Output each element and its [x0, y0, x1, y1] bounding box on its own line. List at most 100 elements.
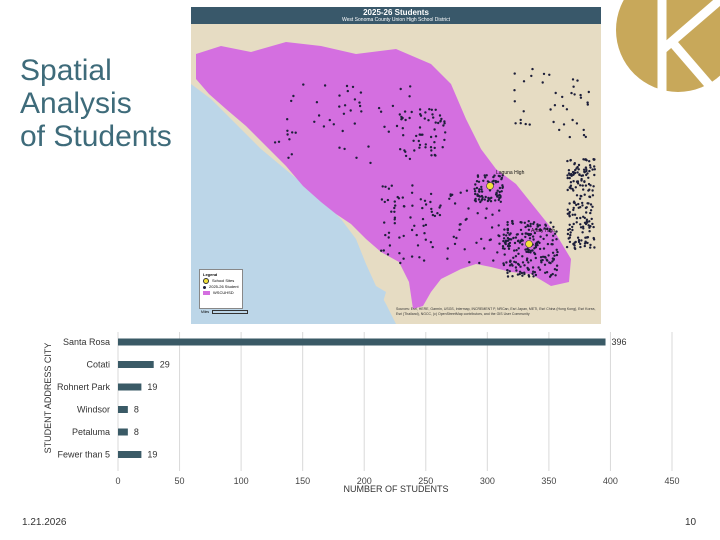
student-dot	[545, 271, 549, 274]
student-dot	[519, 118, 522, 122]
student-dot	[520, 221, 523, 224]
student-dot	[543, 255, 547, 259]
student-dot	[424, 111, 427, 114]
student-dot	[497, 234, 500, 237]
student-dot	[422, 224, 425, 227]
student-dot	[315, 101, 319, 104]
student-dot	[555, 230, 558, 233]
student-dot	[381, 185, 384, 188]
student-dot	[514, 122, 517, 125]
student-dot	[410, 110, 413, 114]
student-dot	[475, 241, 478, 244]
student-dot	[537, 240, 540, 243]
student-dot	[401, 116, 404, 120]
x-tick-label: 0	[115, 476, 120, 486]
student-dot	[479, 200, 482, 204]
slide-title-line-3: of Students	[20, 120, 172, 153]
student-dot	[358, 104, 362, 108]
student-dot	[428, 108, 431, 111]
student-dot	[485, 207, 488, 210]
student-dot	[583, 244, 586, 248]
student-dot	[495, 192, 498, 195]
student-dot	[544, 271, 547, 274]
student-dot	[409, 85, 412, 88]
student-dot	[588, 226, 591, 229]
student-dot	[582, 133, 586, 137]
student-dot	[591, 168, 594, 171]
student-dot	[473, 190, 477, 193]
student-dot	[513, 72, 516, 75]
student-dot	[529, 249, 532, 252]
student-dot	[555, 268, 558, 272]
student-dot	[527, 268, 530, 271]
student-dot	[430, 149, 433, 152]
student-dot	[579, 93, 582, 97]
student-dot	[294, 131, 297, 134]
legend-item: School Sites	[212, 278, 235, 283]
student-dot	[582, 158, 585, 161]
student-dot	[572, 201, 576, 204]
student-dot	[448, 197, 451, 200]
student-dot	[571, 187, 574, 191]
student-dot	[534, 246, 538, 249]
student-dot	[429, 200, 432, 204]
student-dot	[342, 112, 346, 116]
student-dot	[401, 127, 404, 130]
student-dot	[579, 194, 582, 198]
student-dot	[523, 264, 526, 267]
category-label: Rohnert Park	[57, 382, 111, 392]
student-dot	[573, 162, 576, 165]
student-dot	[434, 121, 437, 124]
student-dot	[542, 247, 546, 250]
student-dot	[390, 184, 393, 187]
student-dot	[433, 128, 436, 131]
student-dot	[433, 146, 436, 150]
student-dot	[584, 166, 588, 169]
student-dot	[403, 110, 407, 113]
student-dot	[430, 154, 433, 157]
x-tick-label: 400	[603, 476, 618, 486]
student-dot	[542, 237, 545, 241]
student-dot	[506, 223, 509, 226]
student-dot	[494, 179, 497, 183]
student-dot	[515, 249, 518, 252]
student-dot	[394, 204, 397, 207]
student-dot	[569, 231, 572, 234]
student-dot	[571, 78, 575, 81]
student-dot	[536, 244, 539, 247]
student-dot	[513, 89, 516, 92]
student-dot	[438, 206, 441, 209]
student-dot	[521, 255, 524, 258]
student-dot	[554, 274, 557, 277]
student-dot	[533, 271, 537, 274]
student-dot	[346, 89, 349, 93]
student-dot	[474, 183, 477, 186]
student-dot	[514, 236, 518, 239]
student-dot	[575, 203, 578, 207]
student-dot	[478, 195, 481, 198]
student-dot	[548, 229, 551, 233]
student-dot	[393, 222, 396, 225]
student-dot	[328, 118, 331, 122]
student-dot	[544, 224, 548, 227]
student-dot	[555, 238, 558, 241]
student-dot	[395, 124, 399, 128]
category-label: Cotati	[86, 360, 110, 370]
student-dot	[517, 239, 520, 242]
student-dot	[343, 104, 347, 107]
student-dot	[548, 73, 551, 76]
student-dot	[523, 271, 526, 274]
student-dot	[579, 245, 582, 249]
student-dot	[537, 266, 540, 269]
student-dot	[545, 234, 548, 237]
student-dot	[498, 190, 501, 194]
student-dot	[488, 238, 491, 242]
student-dot	[434, 135, 438, 138]
student-dot	[520, 238, 523, 241]
student-dot	[584, 135, 587, 139]
student-dot	[477, 198, 481, 201]
student-dot	[529, 222, 532, 226]
student-dot	[550, 243, 553, 246]
slide-title-line-1: Spatial	[20, 54, 112, 87]
student-dot	[571, 225, 574, 229]
